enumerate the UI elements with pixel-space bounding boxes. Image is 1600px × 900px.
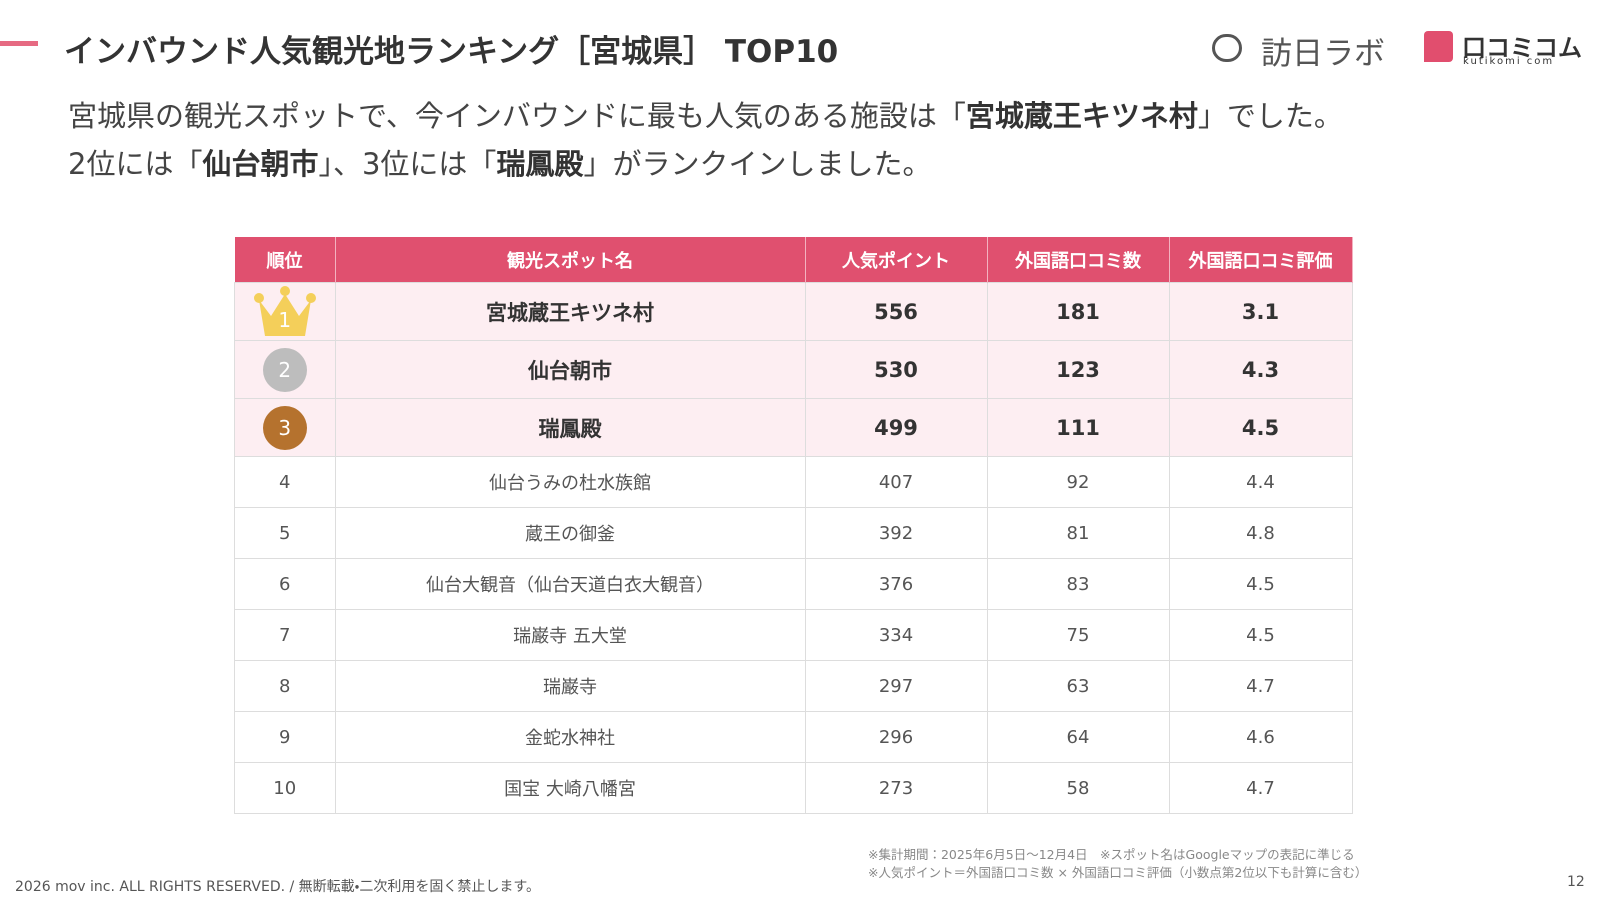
logo-icon [1424,31,1453,62]
rank-badge: 2 [262,347,307,392]
column-header: 外国語口コミ評価 [1169,237,1353,283]
accent-bar [0,41,38,46]
rank-cell: 6 [234,558,336,610]
value-cell: 58 [986,762,1170,814]
rank-cell: 2 [234,340,336,399]
copyright: 2026 mov inc. ALL RIGHTS RESERVED. / 無断転… [15,879,541,895]
crown: 1 [253,285,317,338]
value-cell: 376 [804,558,988,610]
page-number: 12 [1567,874,1585,890]
spot-name: 瑞巌寺 [334,660,806,712]
intro-bold: 宮城蔵王キツネ村 [965,99,1198,133]
value-cell: 63 [986,660,1170,712]
table-row: 7 瑞巌寺 五大堂 334 75 4.5 [234,609,1353,661]
rank-cell: 8 [234,660,336,712]
spot-name: 金蛇水神社 [334,711,806,763]
value-cell: 407 [804,456,988,508]
intro-text: 2位には「 [68,147,203,181]
value-cell: 75 [986,609,1170,661]
spot-name: 仙台うみの杜水族館 [334,456,806,508]
spot-name: 仙台大観音（仙台天道白衣大観音） [334,558,806,610]
column-header: 外国語口コミ数 [987,237,1170,283]
spot-name: 瑞巌寺 五大堂 [334,609,806,661]
value-cell: 4.5 [1168,558,1353,610]
rank-cell: 4 [234,456,336,508]
value-cell: 530 [804,340,988,399]
rank-badge: 3 [262,405,307,450]
value-cell: 64 [986,711,1170,763]
value-cell: 4.5 [1168,609,1353,661]
value-cell: 4.6 [1168,711,1353,763]
spot-name: 国宝 大崎八幡宮 [334,762,806,814]
intro-text: 」でした。 [1197,99,1343,133]
table-row: 4 仙台うみの杜水族館 407 92 4.4 [234,456,1353,508]
intro-line: 宮城県の観光スポットで、今インバウンドに最も人気のある施設は「宮城蔵王キツネ村」… [68,92,1343,140]
value-cell: 81 [986,507,1170,559]
spot-name: 仙台朝市 [334,340,806,399]
logo: 訪日ラボ [1215,28,1385,73]
rank-cell: 7 [234,609,336,661]
spot-name: 瑞鳳殿 [334,398,806,457]
rank-number: 1 [278,307,292,332]
value-cell: 181 [986,282,1170,341]
value-cell: 297 [804,660,988,712]
column-header: 順位 [234,237,336,283]
slide-title: インバウンド人気観光地ランキング［宮城県］ TOP10 [64,34,839,70]
rank-cell: 9 [234,711,336,763]
value-cell: 334 [804,609,988,661]
value-cell: 4.7 [1168,660,1353,712]
table-row: 6 仙台大観音（仙台天道白衣大観音） 376 83 4.5 [234,558,1353,610]
intro-text: 宮城県の観光スポットで、今インバウンドに最も人気のある施設は「 [68,99,966,133]
rank-cell: 10 [234,762,336,814]
notes: ※集計期間：2025年6月5日〜12月4日 ※スポット名はGoogleマップの表… [868,846,1367,882]
logo-text: 訪日ラボ [1261,36,1385,72]
rank-cell: 1 [234,282,336,341]
value-cell: 123 [986,340,1170,399]
crown-icon [253,285,316,336]
table-row: 5 蔵王の御釜 392 81 4.8 [234,507,1353,559]
spot-name: 蔵王の御釜 [334,507,806,559]
value-cell: 273 [804,762,988,814]
table-row: 10 国宝 大崎八幡宮 273 58 4.7 [234,762,1353,814]
value-cell: 392 [804,507,988,559]
value-cell: 4.8 [1168,507,1353,559]
value-cell: 92 [986,456,1170,508]
note: ※人気ポイント＝外国語口コミ数 × 外国語口コミ評価（小数点第2位以下も計算に含… [868,865,1368,880]
value-cell: 4.5 [1168,398,1353,457]
table-row: 8 瑞巌寺 297 63 4.7 [234,660,1353,712]
value-cell: 3.1 [1168,282,1353,341]
logo-icon [1212,34,1242,62]
column-header: 人気ポイント [805,237,988,283]
rank-cell: 5 [234,507,336,559]
header-row: 順位 観光スポット名 人気ポイント 外国語口コミ数 外国語口コミ評価 [234,237,1353,283]
value-cell: 4.4 [1168,456,1353,508]
spot-name: 宮城蔵王キツネ村 [334,282,806,341]
value-cell: 499 [804,398,988,457]
intro-text: 」がランクインしました。 [583,147,932,181]
value-cell: 111 [986,398,1170,457]
table-body: 1 宮城蔵王キツネ村 556 181 3.1 2 仙台朝市 530 123 4.3 3 瑞鳳殿 499 1… [234,282,1353,814]
table-row: 2 仙台朝市 530 123 4.3 [234,340,1353,399]
value-cell: 556 [804,282,988,341]
value-cell: 4.3 [1168,340,1353,399]
intro-text: 」、3位には「 [318,147,497,181]
column-header: 観光スポット名 [335,237,806,283]
logo-text: 口コミコム [1462,34,1582,62]
note: ※集計期間：2025年6月5日〜12月4日 ※スポット名はGoogleマップの表… [868,847,1355,862]
intro-bold: 瑞鳳殿 [496,147,584,181]
intro: 宮城県の観光スポットで、今インバウンドに最も人気のある施設は「宮城蔵王キツネ村」… [68,92,1343,188]
logo-subtext: kutikomi com [1463,56,1555,67]
ranking-table: 順位 観光スポット名 人気ポイント 外国語口コミ数 外国語口コミ評価 1 宮城蔵王キツネ村 5… [234,237,1353,814]
intro-bold: 仙台朝市 [202,147,319,181]
table-row: 3 瑞鳳殿 499 111 4.5 [234,398,1353,457]
value-cell: 4.7 [1168,762,1353,814]
intro-line: 2位には「仙台朝市」、3位には「瑞鳳殿」がランクインしました。 [68,140,1343,188]
table-row: 9 金蛇水神社 296 64 4.6 [234,711,1353,763]
value-cell: 296 [804,711,988,763]
value-cell: 83 [986,558,1170,610]
rank-cell: 3 [234,398,336,457]
table-row: 1 宮城蔵王キツネ村 556 181 3.1 [234,282,1353,341]
